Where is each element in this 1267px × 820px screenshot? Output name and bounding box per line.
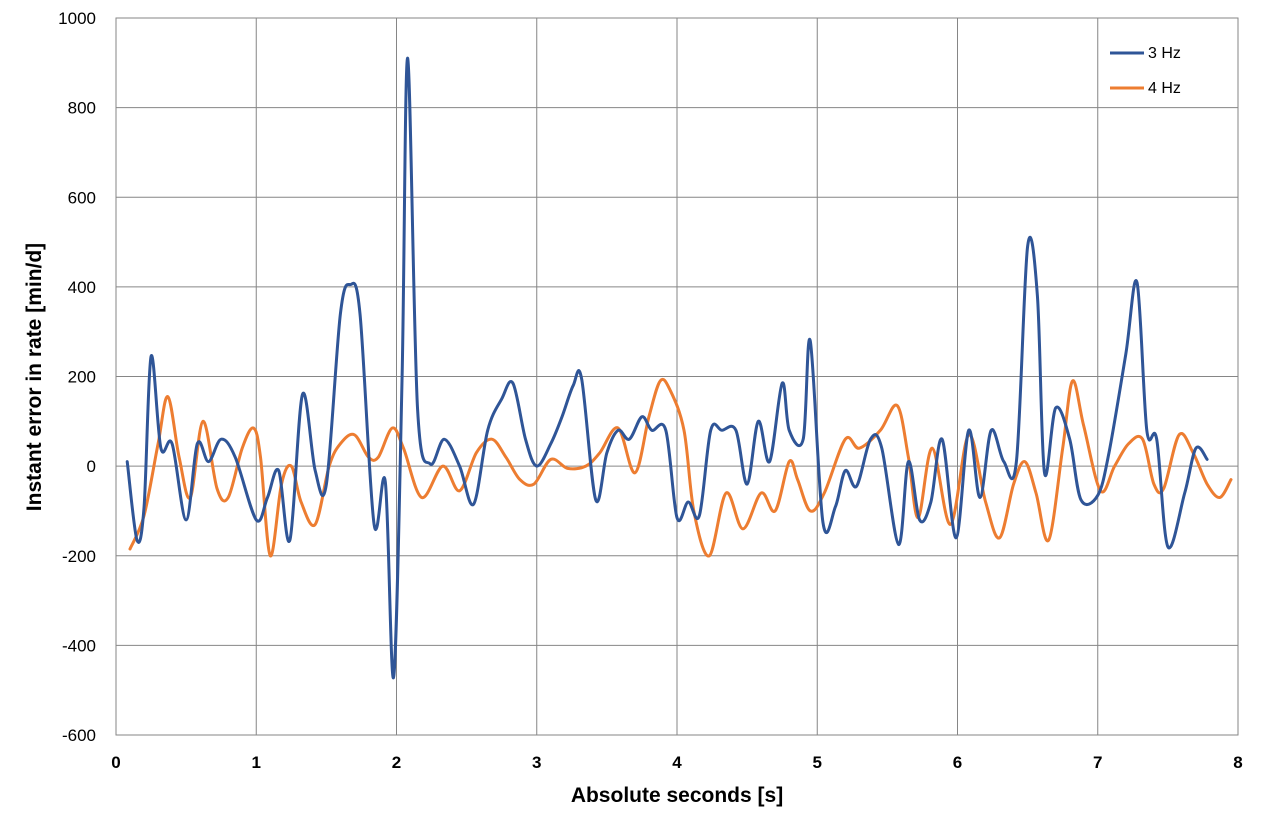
- y-tick-label: -200: [62, 547, 96, 566]
- y-axis-ticks: -600 -400 -200 0 200 400 600 800 1000: [58, 9, 96, 745]
- x-axis-ticks: 0 1 2 3 4 5 6 7 8: [111, 753, 1242, 772]
- x-tick-label: 1: [252, 753, 261, 772]
- x-tick-label: 2: [392, 753, 401, 772]
- gridlines: [116, 18, 1238, 735]
- legend-label-4hz: 4 Hz: [1148, 80, 1181, 97]
- y-tick-label: 1000: [58, 9, 96, 28]
- series-lines: [125, 56, 1233, 680]
- y-tick-label: 800: [68, 99, 96, 118]
- y-axis-title: Instant error in rate [min/d]: [23, 243, 46, 511]
- x-tick-label: 8: [1233, 753, 1242, 772]
- x-tick-label: 6: [953, 753, 962, 772]
- x-axis-title: Absolute seconds [s]: [571, 784, 783, 807]
- legend-label-3hz: 3 Hz: [1148, 45, 1181, 62]
- y-tick-label: -600: [62, 726, 96, 745]
- y-tick-label: 200: [68, 368, 96, 387]
- legend: 3 Hz 4 Hz: [1110, 45, 1181, 97]
- y-tick-label: 400: [68, 278, 96, 297]
- y-tick-label: 0: [87, 457, 96, 476]
- x-tick-label: 5: [813, 753, 822, 772]
- y-tick-label: -400: [62, 636, 96, 655]
- x-tick-label: 4: [672, 753, 682, 772]
- x-tick-label: 0: [111, 753, 120, 772]
- x-tick-label: 3: [532, 753, 541, 772]
- series-line-3hz: [125, 56, 1209, 680]
- y-tick-label: 600: [68, 188, 96, 207]
- x-tick-label: 7: [1093, 753, 1102, 772]
